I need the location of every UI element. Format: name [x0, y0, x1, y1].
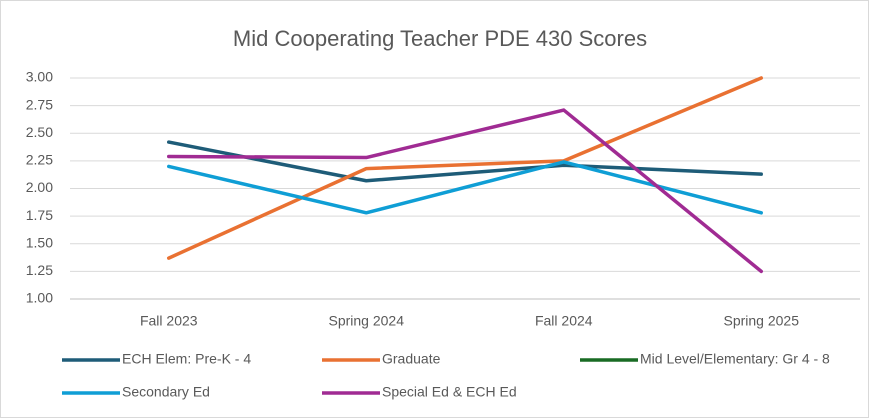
y-tick-label: 2.75 — [26, 96, 53, 112]
x-tick-label: Spring 2025 — [723, 313, 799, 329]
y-tick-label: 1.75 — [26, 207, 53, 223]
legend-label: ECH Elem: Pre-K - 4 — [122, 351, 251, 367]
series-line — [167, 140, 763, 183]
x-tick-label: Spring 2024 — [328, 313, 404, 329]
y-tick-label: 2.25 — [26, 152, 53, 168]
x-tick-label: Fall 2023 — [140, 313, 198, 329]
y-tick-label: 1.25 — [26, 262, 53, 278]
y-tick-label: 2.00 — [26, 179, 53, 195]
y-tick-label: 1.50 — [26, 234, 53, 250]
y-tick-label: 2.50 — [26, 124, 53, 140]
legend-label: Secondary Ed — [122, 384, 210, 400]
x-tick-label: Fall 2024 — [535, 313, 593, 329]
legend-label: Graduate — [382, 351, 441, 367]
legend-label: Special Ed & ECH Ed — [382, 384, 517, 400]
series-line — [167, 76, 763, 260]
chart-title: Mid Cooperating Teacher PDE 430 Scores — [233, 26, 647, 51]
legend-label: Mid Level/Elementary: Gr 4 - 8 — [640, 351, 830, 367]
y-tick-label: 1.00 — [26, 290, 53, 306]
series-line — [167, 108, 763, 274]
y-tick-label: 3.00 — [26, 69, 53, 85]
series-line — [167, 160, 763, 215]
